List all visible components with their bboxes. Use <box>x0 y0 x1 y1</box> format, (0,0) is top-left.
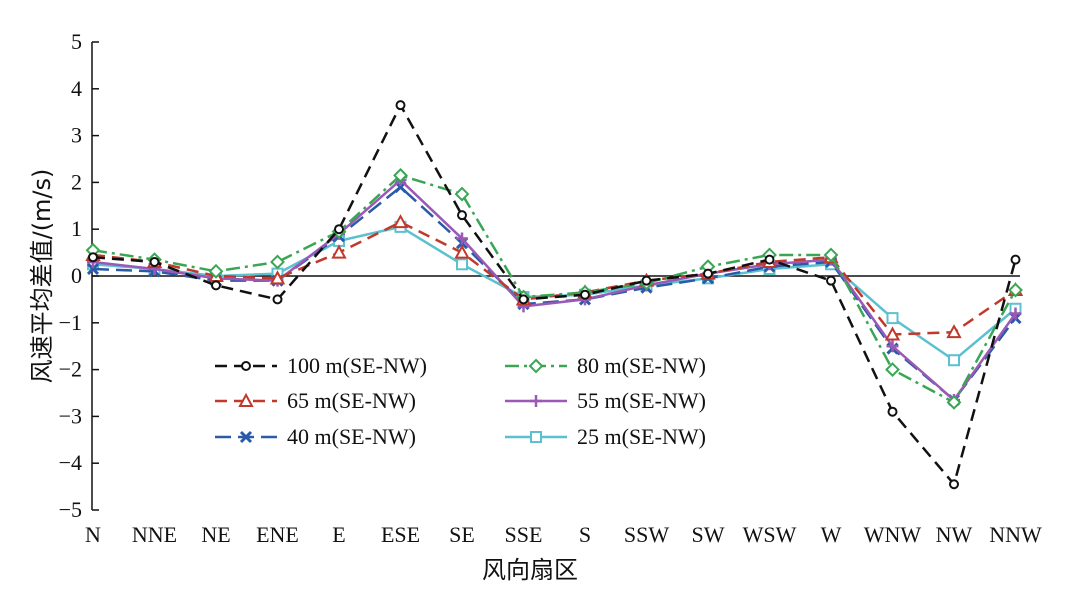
data-point <box>393 167 408 183</box>
y-tick-label: 2 <box>71 169 82 194</box>
series-line <box>92 178 1017 402</box>
data-point <box>1008 282 1023 298</box>
data-point <box>703 268 713 279</box>
data-point <box>886 312 899 325</box>
x-tick-label: SE <box>449 522 475 547</box>
series-100m <box>88 100 1021 490</box>
legend-item: 80 m(SE-NW) <box>505 353 706 378</box>
y-tick-label: −1 <box>59 310 82 335</box>
data-point <box>456 258 468 271</box>
legend-item: 100 m(SE-NW) <box>215 353 427 378</box>
y-tick-label: −4 <box>59 450 82 475</box>
data-point <box>946 394 962 410</box>
y-tick-label: 1 <box>71 216 82 241</box>
x-tick-label: E <box>332 522 345 547</box>
legend-marker <box>530 431 542 443</box>
legend-label: 40 m(SE-NW) <box>287 424 416 449</box>
series-line <box>92 173 1017 405</box>
data-point <box>454 244 470 259</box>
legend-marker <box>241 361 251 371</box>
legend-item: 65 m(SE-NW) <box>215 388 416 413</box>
y-tick-label: 4 <box>71 76 82 101</box>
legend-marker <box>239 430 253 444</box>
legend-marker <box>238 392 254 407</box>
chart-series-layer <box>85 100 1024 490</box>
y-tick-label: 0 <box>71 263 82 288</box>
data-point <box>269 270 286 285</box>
data-point <box>946 324 962 339</box>
series-line <box>92 102 1017 487</box>
data-point <box>211 280 221 291</box>
x-tick-label: WSW <box>743 522 797 547</box>
data-point <box>1009 307 1022 320</box>
x-tick-label: NNW <box>989 522 1042 547</box>
legend-marker <box>530 395 542 407</box>
x-tick-label: ENE <box>256 522 299 547</box>
series-line <box>92 185 1017 402</box>
data-point <box>331 244 347 259</box>
series-25m <box>87 220 1022 367</box>
legend-item: 40 m(SE-NW) <box>215 424 416 449</box>
x-tick-label: WNW <box>864 522 922 547</box>
data-point <box>764 254 775 265</box>
legend-item: 55 m(SE-NW) <box>505 388 706 413</box>
legend-label: 65 m(SE-NW) <box>287 388 416 413</box>
data-point <box>208 263 224 279</box>
x-tick-label: W <box>821 522 842 547</box>
data-point <box>457 210 467 221</box>
legend-marker <box>528 358 544 374</box>
x-tick-label: SSE <box>505 522 543 547</box>
x-tick-label: SW <box>692 522 725 547</box>
x-tick-label: NE <box>201 522 230 547</box>
x-tick-label: ESE <box>381 522 420 547</box>
data-point <box>454 186 470 202</box>
x-axis-title: 风向扇区 <box>482 556 578 584</box>
data-point <box>88 252 98 263</box>
data-point <box>334 224 344 235</box>
chart-legend: 100 m(SE-NW) 80 m(SE-NW) 65 m(SE-NW) 55 m(S… <box>215 353 706 449</box>
data-point <box>518 294 529 305</box>
data-point <box>456 232 468 245</box>
data-point <box>86 262 100 276</box>
data-point <box>826 275 836 286</box>
chart-axes-layer: 5 4 3 2 1 0 −1 −2 −3 −4 −5N NNE NE ENE E ESE SE SSE S SSW SW… <box>59 29 1042 547</box>
y-tick-label: 3 <box>71 123 82 148</box>
series-40m <box>86 181 1022 407</box>
series-55m <box>87 174 1022 407</box>
data-point <box>948 354 960 367</box>
legend-label: 55 m(SE-NW) <box>577 388 706 413</box>
data-point <box>149 256 160 267</box>
data-point <box>641 275 652 286</box>
data-point <box>272 294 283 305</box>
legend-label: 80 m(SE-NW) <box>577 353 706 378</box>
y-tick-label: −3 <box>59 403 82 428</box>
legend-label: 100 m(SE-NW) <box>287 353 427 378</box>
legend-item: 25 m(SE-NW) <box>505 424 706 449</box>
x-tick-label: N <box>85 522 101 547</box>
data-point <box>884 326 901 341</box>
data-point <box>1010 254 1021 265</box>
data-point <box>885 362 900 378</box>
data-point <box>886 340 899 353</box>
y-tick-label: 5 <box>71 29 82 54</box>
y-axis-title: 风速平均差值/(m/s) <box>28 169 56 384</box>
x-tick-label: SSW <box>624 522 669 547</box>
x-tick-label: S <box>579 522 591 547</box>
legend-label: 25 m(SE-NW) <box>577 424 706 449</box>
y-tick-label: −2 <box>59 357 82 382</box>
data-point <box>887 406 898 417</box>
data-point <box>949 479 959 490</box>
data-point <box>270 254 285 270</box>
data-point <box>395 100 406 111</box>
x-tick-label: NW <box>936 522 973 547</box>
x-tick-label: NNE <box>132 522 177 547</box>
data-point <box>580 289 590 300</box>
data-point <box>823 247 839 263</box>
data-point <box>392 214 409 229</box>
y-tick-label: −5 <box>59 497 82 522</box>
